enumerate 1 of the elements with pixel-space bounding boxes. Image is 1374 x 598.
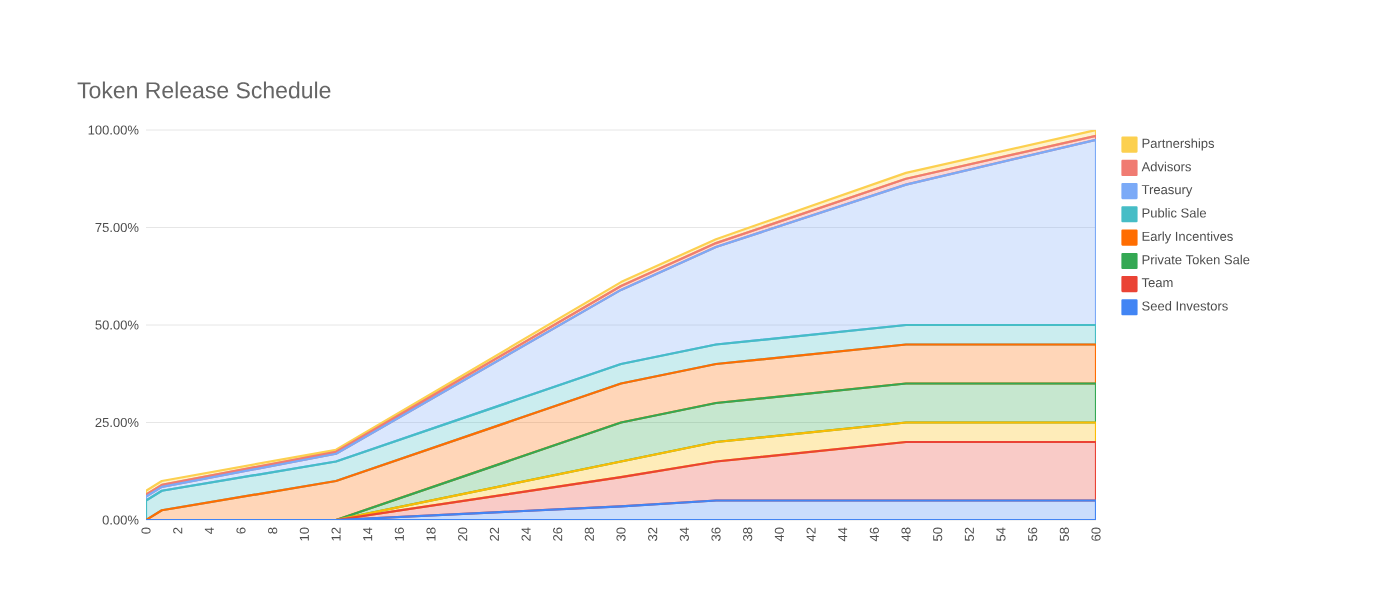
chart-title: Token Release Schedule <box>77 81 331 99</box>
